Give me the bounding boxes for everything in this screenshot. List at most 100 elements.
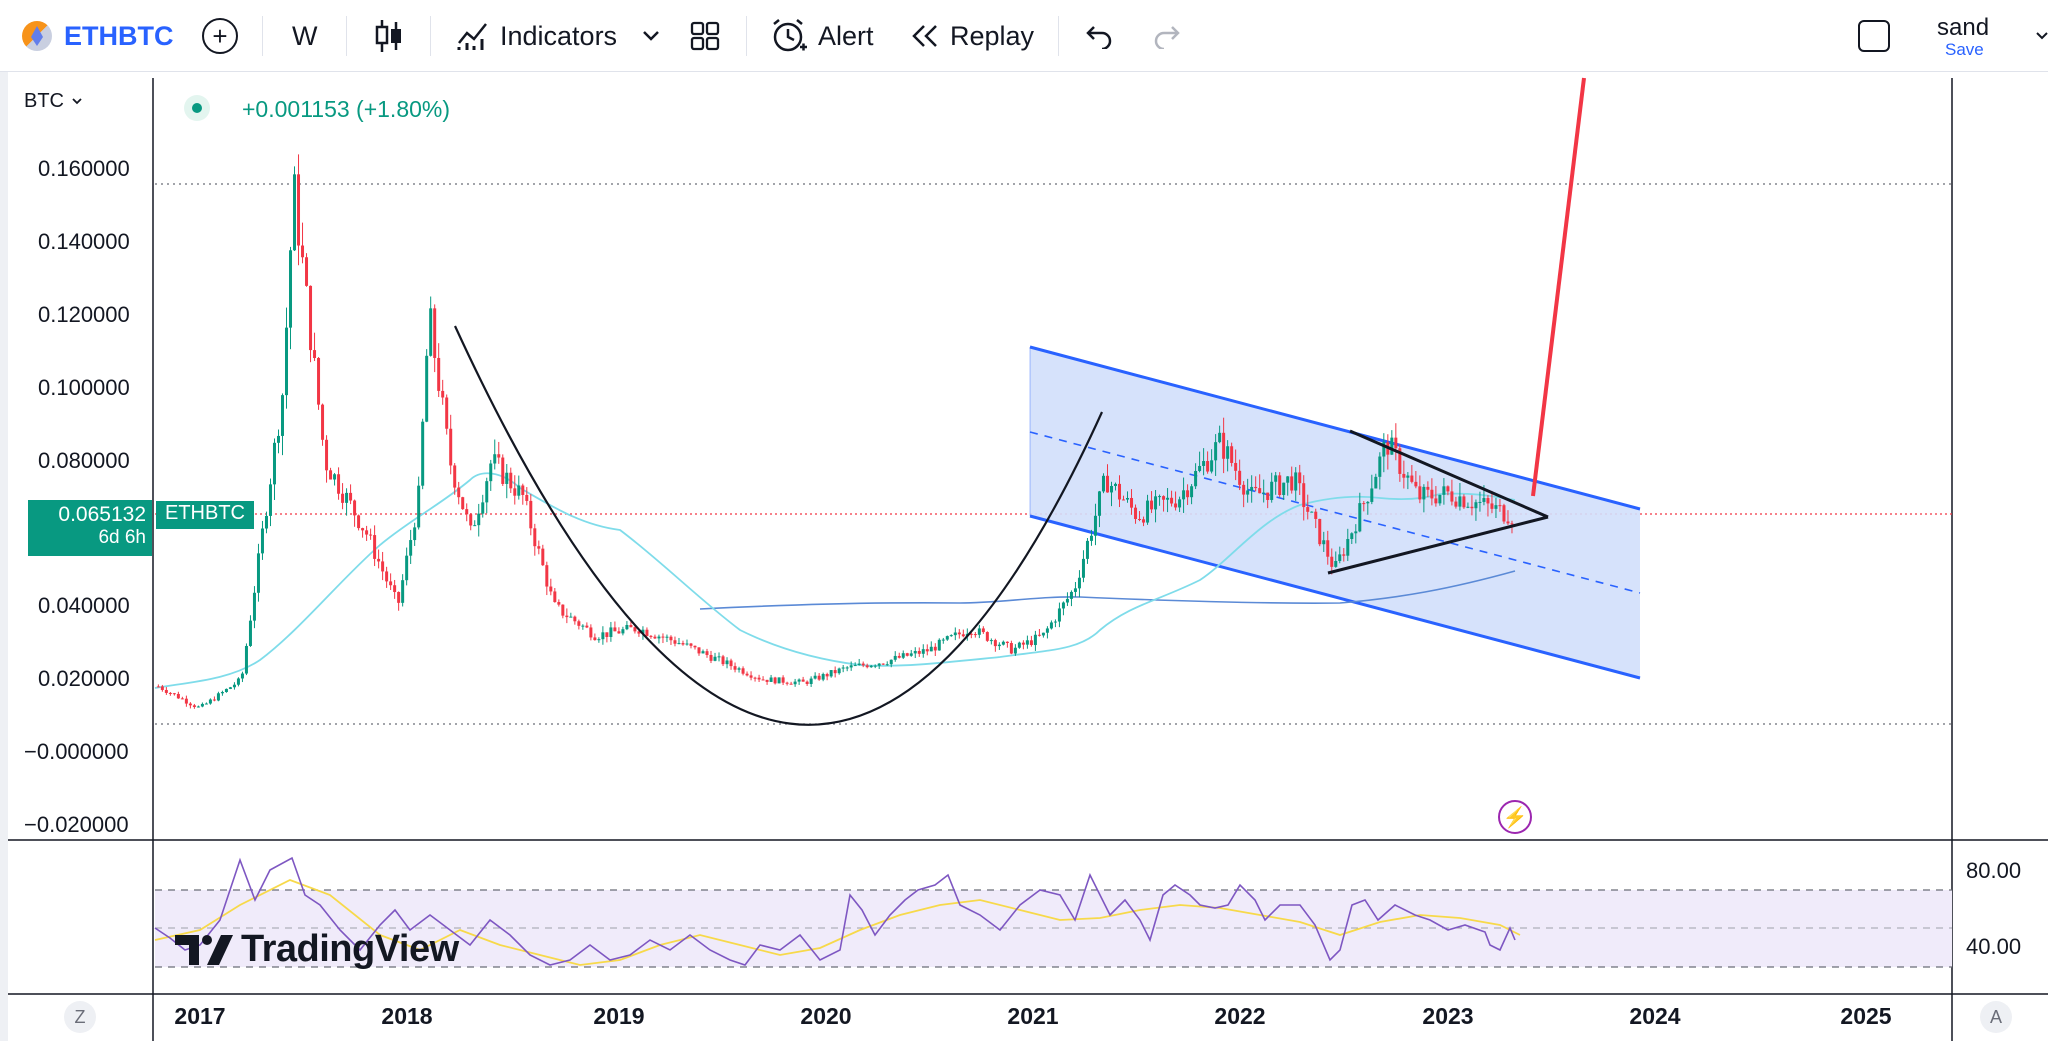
- current-price-value: 0.065132: [58, 503, 146, 526]
- candle-body: [741, 668, 745, 674]
- candle-body: [1338, 554, 1342, 561]
- candle-body: [1158, 496, 1162, 498]
- candle-body: [313, 350, 317, 359]
- candle-body: [1013, 647, 1017, 654]
- price-axis-label: −0.020000: [24, 812, 129, 837]
- time-axis-label: 2022: [1214, 1003, 1266, 1029]
- save-button[interactable]: Save: [1945, 40, 1984, 59]
- candle-body: [1226, 446, 1230, 459]
- add-symbol-button[interactable]: +: [202, 0, 238, 72]
- candle-body: [869, 665, 873, 668]
- candle-body: [709, 654, 713, 661]
- candle-body: [397, 592, 401, 603]
- candle-body: [913, 650, 917, 654]
- candle-body: [228, 687, 232, 689]
- add-symbol-icon: +: [202, 18, 238, 54]
- time-axis-label: 2023: [1422, 1003, 1474, 1029]
- candle-body: [1498, 505, 1502, 507]
- candle-body: [297, 174, 301, 246]
- candle-body: [1482, 498, 1486, 502]
- redo-button[interactable]: [1152, 0, 1182, 72]
- layout-setup-button[interactable]: [1858, 0, 1890, 72]
- candle-body: [893, 655, 897, 660]
- candle-body: [341, 493, 345, 503]
- lightning-icon[interactable]: ⚡: [1498, 800, 1532, 834]
- candle-body: [961, 634, 965, 637]
- candle-body: [369, 534, 373, 536]
- undo-icon: [1086, 26, 1112, 49]
- candle-body: [505, 472, 509, 484]
- tradingview-wordmark: TradingView: [241, 928, 459, 970]
- candle-body: [1025, 640, 1029, 645]
- candle-body: [949, 635, 953, 637]
- candle-body: [713, 656, 717, 661]
- candle-body: [601, 632, 605, 640]
- replay-button[interactable]: Replay: [910, 0, 1034, 72]
- candle-body: [1466, 506, 1470, 508]
- candle-body: [469, 514, 473, 526]
- user-menu-dropdown[interactable]: [2036, 0, 2048, 72]
- undo-button[interactable]: [1084, 0, 1114, 72]
- candle-body: [1109, 485, 1113, 493]
- candle-body: [1234, 462, 1238, 471]
- candle-body: [773, 677, 777, 684]
- candle-body: [797, 679, 801, 682]
- candle-body: [453, 465, 457, 488]
- candle-body: [1434, 498, 1438, 504]
- candle-body: [1085, 540, 1089, 559]
- candle-body: [1174, 503, 1178, 508]
- candle-body: [1326, 540, 1330, 557]
- candle-body: [285, 327, 289, 396]
- candle-body: [725, 660, 729, 665]
- candle-body: [1029, 640, 1033, 646]
- rounding-bottom-arc: [454, 325, 1104, 726]
- interval-button[interactable]: W: [292, 0, 317, 72]
- indicators-dropdown[interactable]: [642, 0, 660, 72]
- candle-body: [1298, 472, 1302, 484]
- alert-button[interactable]: Alert: [770, 0, 874, 72]
- indicators-button[interactable]: Indicators: [456, 0, 617, 72]
- candle-body: [877, 663, 881, 666]
- candle-body: [745, 673, 749, 676]
- candle-body: [192, 705, 196, 708]
- user-name[interactable]: sand: [1937, 14, 1990, 41]
- candle-body: [781, 677, 785, 683]
- rsi-ma-line: [154, 879, 1521, 966]
- candle-body: [1310, 511, 1314, 513]
- candle-body: [1470, 506, 1474, 509]
- candle-body: [1097, 491, 1101, 516]
- candle-body: [937, 639, 941, 651]
- candle-body: [1222, 432, 1226, 459]
- candle-body: [301, 245, 305, 258]
- candle-body: [1506, 521, 1510, 524]
- candle-body: [925, 649, 929, 652]
- candle-body: [377, 558, 381, 562]
- candle-body: [1358, 503, 1362, 532]
- candle-body: [777, 677, 781, 684]
- candle-body: [981, 628, 985, 633]
- chart-type-button[interactable]: [374, 0, 404, 72]
- candle-body: [1314, 511, 1318, 519]
- zoom-button[interactable]: Z: [64, 1001, 96, 1033]
- auto-scale-button[interactable]: A: [1980, 1001, 2012, 1033]
- candle-body: [1198, 465, 1202, 471]
- candle-body: [1246, 490, 1250, 495]
- candle-body: [1478, 501, 1482, 503]
- currency-selector[interactable]: BTC: [24, 90, 82, 113]
- candle-body: [985, 632, 989, 641]
- candle-body: [329, 470, 333, 480]
- candle-body: [989, 640, 993, 642]
- symbol-name[interactable]: ETHBTC: [64, 20, 174, 51]
- slow-moving-average: [699, 570, 1516, 610]
- candle-body: [1378, 456, 1382, 477]
- candle-body: [1230, 446, 1234, 463]
- candle-body: [1182, 490, 1186, 500]
- candle-body: [1398, 448, 1402, 474]
- price-axis-label: 0.040000: [38, 593, 130, 618]
- candle-body: [529, 500, 533, 529]
- symbol-search[interactable]: ETHBTC: [22, 0, 174, 72]
- layouts-button[interactable]: [690, 0, 720, 72]
- candle-body: [1186, 490, 1190, 498]
- candle-body: [585, 625, 589, 628]
